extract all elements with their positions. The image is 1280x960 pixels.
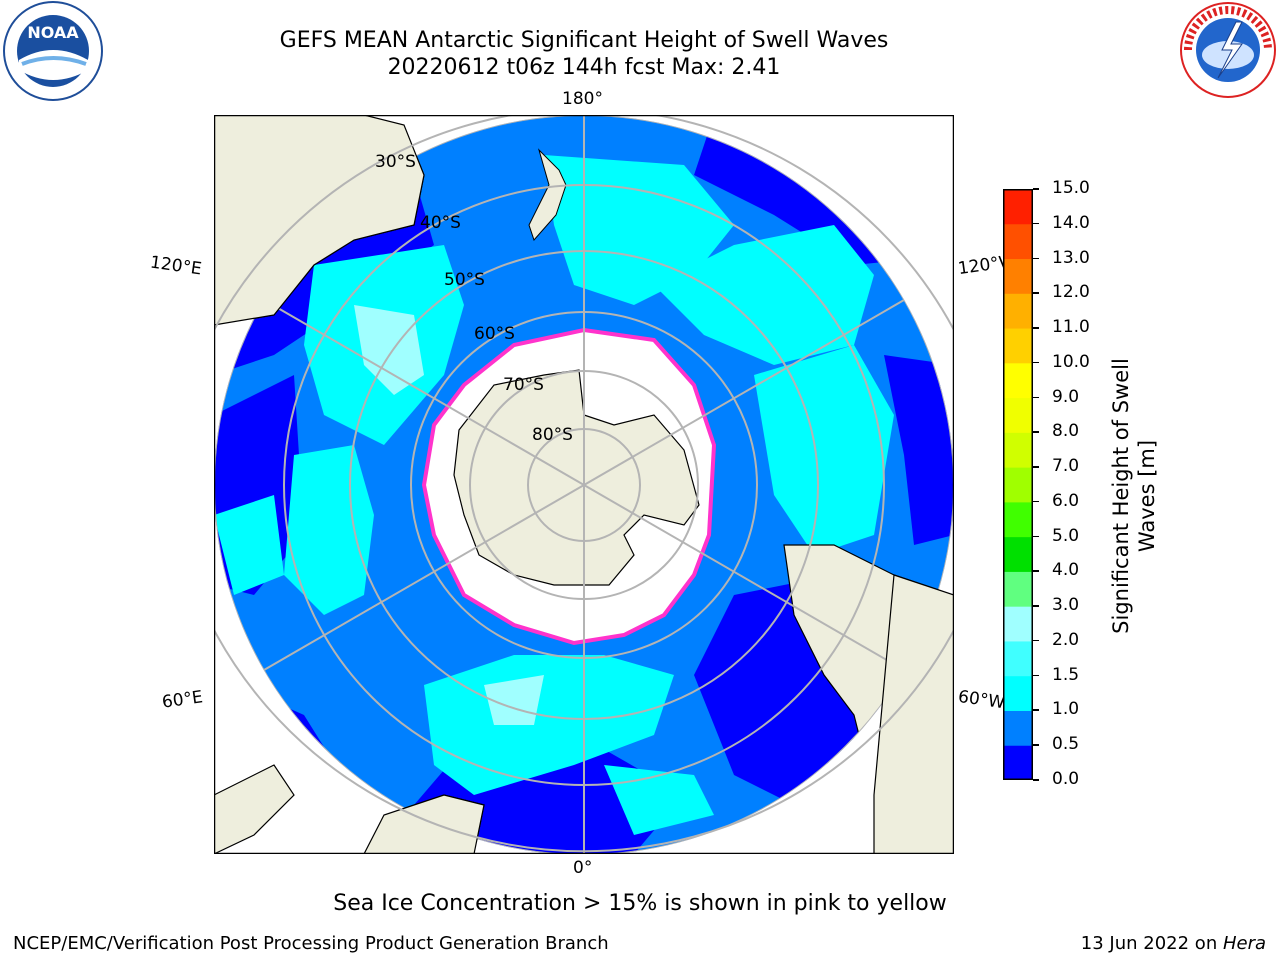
swell-high-region bbox=[544, 155, 734, 305]
colorbar-label-line1: Significant Height of Swell bbox=[1109, 358, 1133, 634]
colorbar-segment bbox=[1003, 397, 1033, 433]
colorbar-label: Significant Height of Swell Waves [m] bbox=[1104, 295, 1164, 675]
sea-ice-note: Sea Ice Concentration > 15% is shown in … bbox=[333, 891, 947, 916]
colorbar-segment bbox=[1003, 223, 1033, 260]
footer-date-text: 13 Jun 2022 on bbox=[1080, 933, 1223, 954]
colorbar-segment bbox=[1003, 571, 1033, 607]
footer-host: Hera bbox=[1222, 933, 1266, 954]
swell-high-region bbox=[284, 445, 374, 615]
colorbar-tick-mark bbox=[1033, 639, 1039, 642]
colorbar-tick-mark bbox=[1033, 222, 1039, 225]
colorbar-segment bbox=[1003, 432, 1033, 468]
noaa-logo: NOAA bbox=[2, 0, 104, 102]
antarctica-land bbox=[453, 369, 700, 586]
lat-label-30s: 30°S bbox=[375, 152, 416, 172]
colorbar-tick-label: 6.0 bbox=[1052, 490, 1080, 511]
colorbar-tick-mark bbox=[1033, 431, 1039, 433]
new-zealand-land bbox=[528, 148, 567, 241]
colorbar-tick-mark bbox=[1033, 292, 1039, 294]
colorbar-tick-mark bbox=[1033, 188, 1039, 190]
lon-label-60e: 60°E bbox=[160, 687, 205, 713]
map-frame bbox=[213, 114, 955, 855]
colorbar-tick-label: 3.0 bbox=[1052, 595, 1080, 616]
swell-high-region bbox=[654, 225, 874, 365]
colorbar-segment bbox=[1003, 258, 1033, 294]
colorbar-tick-mark bbox=[1033, 327, 1039, 329]
swell-peak-region bbox=[354, 305, 424, 395]
colorbar-segment bbox=[1003, 328, 1033, 364]
lon-label-120w: 120°W bbox=[956, 252, 1006, 280]
lon-label-180: 180° bbox=[562, 89, 603, 109]
lon-label-0: 0° bbox=[573, 858, 593, 878]
colorbar-tick-mark bbox=[1033, 605, 1039, 607]
colorbar-segment bbox=[1003, 675, 1033, 711]
colorbar-tick-mark bbox=[1033, 361, 1039, 364]
nws-logo bbox=[1178, 0, 1278, 100]
map-title: GEFS MEAN Antarctic Significant Height o… bbox=[279, 28, 889, 53]
colorbar-segment bbox=[1003, 745, 1033, 781]
colorbar-tick-label: 8.0 bbox=[1052, 421, 1080, 442]
colorbar-tick-label: 1.5 bbox=[1052, 664, 1080, 685]
colorbar-segment bbox=[1003, 467, 1033, 503]
colorbar-segment bbox=[1003, 362, 1033, 399]
colorbar-tick-label: 7.0 bbox=[1052, 456, 1080, 477]
swell-high-region bbox=[214, 495, 284, 595]
colorbar-tick-label: 11.0 bbox=[1052, 317, 1090, 338]
swell-high-region bbox=[754, 345, 894, 555]
colorbar-segment bbox=[1003, 640, 1033, 677]
colorbar-tick-label: 14.0 bbox=[1052, 212, 1090, 233]
colorbar-tick-mark bbox=[1033, 570, 1039, 572]
colorbar-ticks: 0.0 0.5 1.0 1.5 2.0 3.0 4.0 5.0 6.0 7.0 8.0 9.0 10.0… bbox=[1033, 178, 1100, 789]
colorbar-tick-label: 0.0 bbox=[1052, 769, 1080, 789]
colorbar-tick-label: 9.0 bbox=[1052, 386, 1080, 407]
colorbar-tick-label: 1.0 bbox=[1052, 699, 1080, 720]
colorbar-tick-mark bbox=[1033, 396, 1039, 399]
lon-label-60w: 60°W bbox=[956, 686, 1006, 714]
colorbar-tick-label: 4.0 bbox=[1052, 560, 1080, 581]
map-subtitle: 20220612 t06z 144h fcst Max: 2.41 bbox=[387, 55, 781, 80]
colorbar-segment bbox=[1003, 710, 1033, 746]
footer-date: 13 Jun 2022 on Hera bbox=[1081, 933, 1266, 954]
colorbar-tick-mark bbox=[1033, 674, 1039, 677]
lat-label-80s: 80°S bbox=[532, 425, 573, 445]
lat-label-60s: 60°S bbox=[474, 324, 515, 344]
colorbar bbox=[1003, 189, 1033, 781]
colorbar-segment bbox=[1003, 606, 1033, 642]
colorbar-segment bbox=[1003, 536, 1033, 572]
colorbar-tick-mark bbox=[1033, 535, 1039, 538]
colorbar-segment bbox=[1003, 293, 1033, 329]
swell-low-region bbox=[884, 355, 954, 545]
colorbar-tick-mark bbox=[1033, 500, 1039, 503]
swell-high-region bbox=[604, 765, 714, 835]
colorbar-tick-label: 5.0 bbox=[1052, 525, 1080, 546]
colorbar-tick-mark bbox=[1033, 744, 1039, 746]
colorbar-tick-label: 0.5 bbox=[1052, 734, 1080, 755]
colorbar-segment bbox=[1003, 189, 1033, 225]
colorbar-tick-mark bbox=[1033, 466, 1039, 468]
colorbar-tick-mark bbox=[1033, 779, 1039, 781]
colorbar-tick-mark bbox=[1033, 709, 1039, 711]
noaa-logo-text: NOAA bbox=[27, 23, 79, 42]
lon-label-120e: 120°E bbox=[148, 252, 203, 280]
colorbar-label-line2: Waves [m] bbox=[1135, 439, 1159, 553]
colorbar-tick-label: 10.0 bbox=[1052, 351, 1090, 372]
colorbar-tick-label: 12.0 bbox=[1052, 282, 1090, 303]
lat-label-50s: 50°S bbox=[444, 270, 485, 290]
colorbar-segment bbox=[1003, 501, 1033, 538]
colorbar-tick-mark bbox=[1033, 257, 1039, 260]
lat-label-70s: 70°S bbox=[503, 375, 544, 395]
colorbar-tick-label: 13.0 bbox=[1052, 247, 1090, 268]
graticule bbox=[214, 115, 954, 855]
lat-label-40s: 40°S bbox=[420, 213, 461, 233]
colorbar-tick-label: 2.0 bbox=[1052, 629, 1080, 650]
footer-credit: NCEP/EMC/Verification Post Processing Pr… bbox=[13, 933, 609, 954]
polar-map bbox=[213, 107, 955, 855]
colorbar-tick-label: 15.0 bbox=[1052, 178, 1090, 198]
